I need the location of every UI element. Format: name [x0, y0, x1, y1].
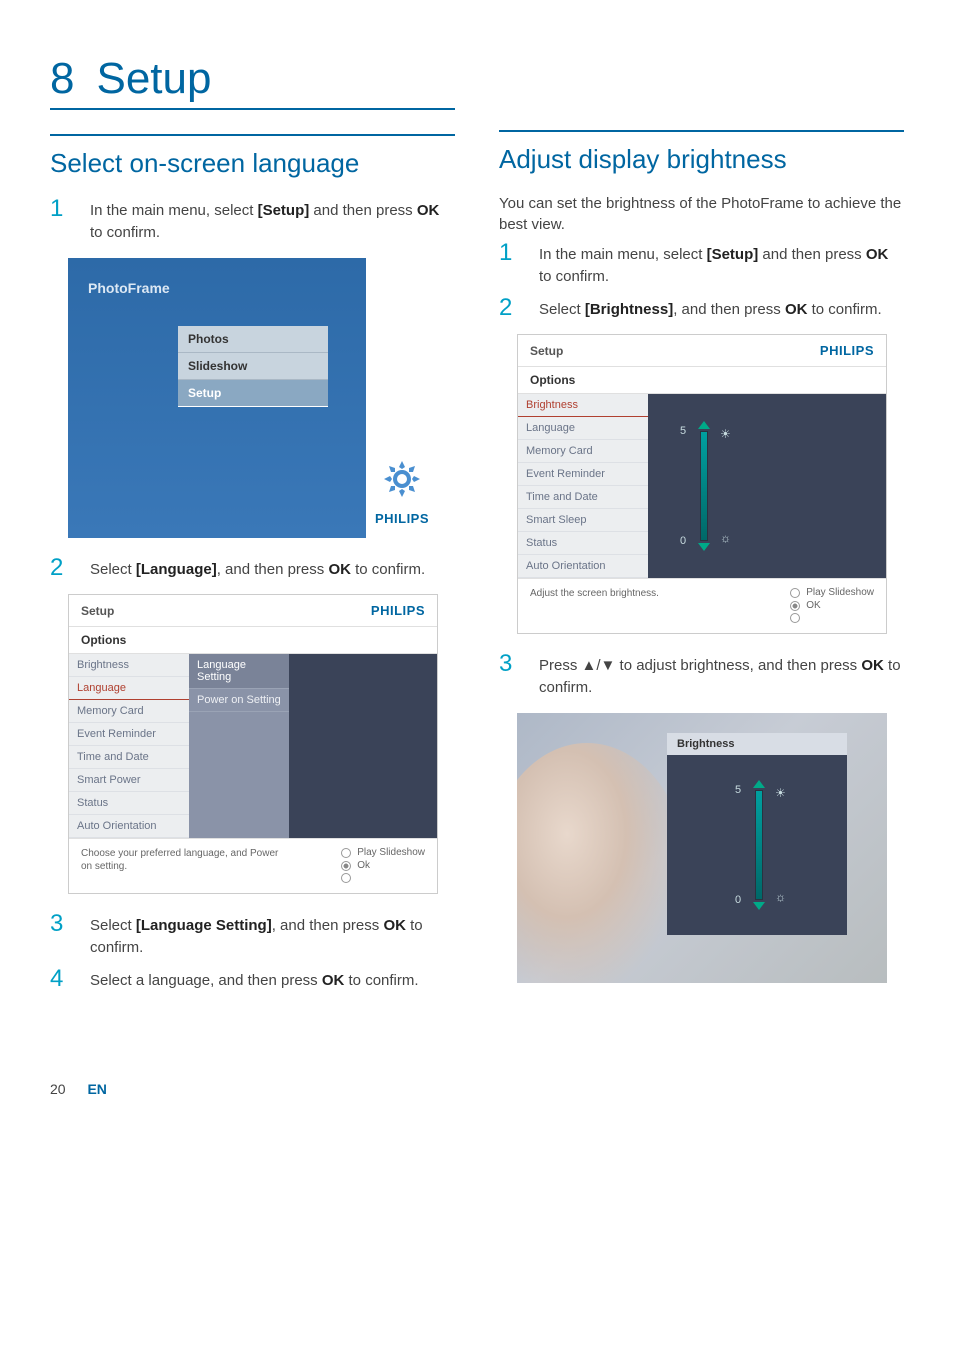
step-number: 2 — [50, 556, 90, 580]
sidebar-item-auto-orientation[interactable]: Auto Orientation — [518, 555, 648, 578]
slider-max: 5 — [680, 425, 686, 437]
play-slideshow-label: Play Slideshow — [806, 587, 874, 598]
slider-max: 5 — [735, 784, 741, 796]
sidebar-item-brightness[interactable]: Brightness — [69, 654, 189, 677]
step-text: Select [Brightness], and then press OK t… — [539, 296, 882, 321]
step-number: 2 — [499, 296, 539, 320]
play-slideshow-label: Play Slideshow — [357, 847, 425, 858]
brightness-slider[interactable]: 5 0 ☀ ☼ — [648, 394, 886, 578]
page-language: EN — [87, 1081, 106, 1097]
step-number: 3 — [50, 912, 90, 936]
menu-item-setup[interactable]: Setup — [178, 380, 328, 407]
footer-hint: Choose your preferred language, and Powe… — [81, 847, 281, 873]
screenshot-header: Setup — [81, 604, 114, 618]
sidebar-item-brightness[interactable]: Brightness — [518, 394, 648, 417]
philips-logo: PHILIPS — [375, 511, 429, 526]
arrow-down-icon — [698, 543, 710, 551]
ok-label: OK — [806, 600, 820, 611]
sidebar-item-time-date[interactable]: Time and Date — [69, 746, 189, 769]
screenshot-header: Setup — [530, 344, 563, 358]
screenshot-photoframe-menu: PhotoFrame Photos Slideshow Setup PHILIP… — [68, 258, 438, 538]
nav-dot-center-icon — [790, 601, 800, 611]
step-text: Select [Language], and then press OK to … — [90, 556, 425, 581]
chapter-title: 8 Setup — [50, 40, 455, 110]
step: 3 Press ▲/▼ to adjust brightness, and th… — [499, 652, 904, 699]
slider-min: 0 — [735, 894, 741, 906]
overlay-title: Brightness — [667, 733, 847, 755]
sidebar-item-time-date[interactable]: Time and Date — [518, 486, 648, 509]
philips-logo: PHILIPS — [820, 343, 874, 358]
slider-min: 0 — [680, 535, 686, 547]
sun-low-icon: ☼ — [720, 531, 731, 545]
step-number: 3 — [499, 652, 539, 676]
sidebar-item-status[interactable]: Status — [518, 532, 648, 555]
menu-item-slideshow[interactable]: Slideshow — [178, 353, 328, 380]
step-text: Select a language, and then press OK to … — [90, 967, 419, 992]
brightness-slider[interactable]: 5 0 ☀ ☼ — [727, 780, 787, 910]
chapter-name: Setup — [96, 54, 211, 103]
philips-logo: PHILIPS — [371, 603, 425, 618]
sun-high-icon: ☀ — [720, 427, 731, 441]
step: 2 Select [Brightness], and then press OK… — [499, 296, 904, 321]
chapter-number: 8 — [50, 54, 74, 103]
step: 3 Select [Language Setting], and then pr… — [50, 912, 455, 959]
sidebar-item-memory-card[interactable]: Memory Card — [69, 700, 189, 723]
brightness-overlay: Brightness 5 0 ☀ ☼ — [667, 733, 847, 935]
step: 2 Select [Language], and then press OK t… — [50, 556, 455, 581]
gear-icon — [382, 459, 422, 499]
sidebar-item-memory-card[interactable]: Memory Card — [518, 440, 648, 463]
section-title-brightness: Adjust display brightness — [499, 130, 904, 175]
ok-label: Ok — [357, 860, 370, 871]
nav-dot-icon — [341, 873, 351, 883]
sun-high-icon: ☀ — [775, 786, 786, 800]
options-sidebar: Brightness Language Memory Card Event Re… — [69, 654, 189, 838]
step-number: 1 — [50, 197, 90, 221]
sub-options: Language Setting Power on Setting — [189, 654, 289, 838]
nav-dot-icon — [341, 848, 351, 858]
sub-item-language-setting[interactable]: Language Setting — [189, 654, 289, 689]
sidebar-item-language[interactable]: Language — [69, 677, 189, 700]
sidebar-item-event-reminder[interactable]: Event Reminder — [69, 723, 189, 746]
page-number: 20 — [50, 1081, 66, 1097]
nav-dot-center-icon — [341, 861, 351, 871]
step-text: Select [Language Setting], and then pres… — [90, 912, 455, 959]
menu-item-photos[interactable]: Photos — [178, 326, 328, 353]
sidebar-item-event-reminder[interactable]: Event Reminder — [518, 463, 648, 486]
sidebar-item-smart-sleep[interactable]: Smart Sleep — [518, 509, 648, 532]
step-number: 4 — [50, 967, 90, 991]
screenshot-brightness-setup: Setup PHILIPS Options Brightness Languag… — [517, 334, 887, 634]
options-label: Options — [518, 367, 886, 394]
footer-hint: Adjust the screen brightness. — [530, 587, 659, 600]
sidebar-item-smart-power[interactable]: Smart Power — [69, 769, 189, 792]
options-sidebar: Brightness Language Memory Card Event Re… — [518, 394, 648, 578]
step-text: In the main menu, select [Setup] and the… — [90, 197, 455, 244]
step-text: Press ▲/▼ to adjust brightness, and then… — [539, 652, 904, 699]
step: 1 In the main menu, select [Setup] and t… — [499, 241, 904, 288]
sidebar-item-status[interactable]: Status — [69, 792, 189, 815]
step: 1 In the main menu, select [Setup] and t… — [50, 197, 455, 244]
intro-text: You can set the brightness of the PhotoF… — [499, 193, 904, 235]
page-footer: 20 EN — [50, 1081, 904, 1097]
sub-item-power-on-setting[interactable]: Power on Setting — [189, 689, 289, 712]
photoframe-menu: Photos Slideshow Setup — [178, 326, 328, 407]
arrow-up-icon — [753, 780, 765, 788]
nav-dot-icon — [790, 613, 800, 623]
sidebar-item-auto-orientation[interactable]: Auto Orientation — [69, 815, 189, 838]
section-title-language: Select on-screen language — [50, 134, 455, 179]
options-label: Options — [69, 627, 437, 654]
sidebar-item-language[interactable]: Language — [518, 417, 648, 440]
step-number: 1 — [499, 241, 539, 265]
arrow-down-icon — [753, 902, 765, 910]
step-text: In the main menu, select [Setup] and the… — [539, 241, 904, 288]
step: 4 Select a language, and then press OK t… — [50, 967, 455, 992]
screenshot-brightness-photo: Brightness 5 0 ☀ ☼ — [517, 713, 887, 983]
arrow-up-icon — [698, 421, 710, 429]
sun-low-icon: ☼ — [775, 890, 786, 904]
nav-dot-icon — [790, 588, 800, 598]
screenshot-language-setup: Setup PHILIPS Options Brightness Languag… — [68, 594, 438, 894]
